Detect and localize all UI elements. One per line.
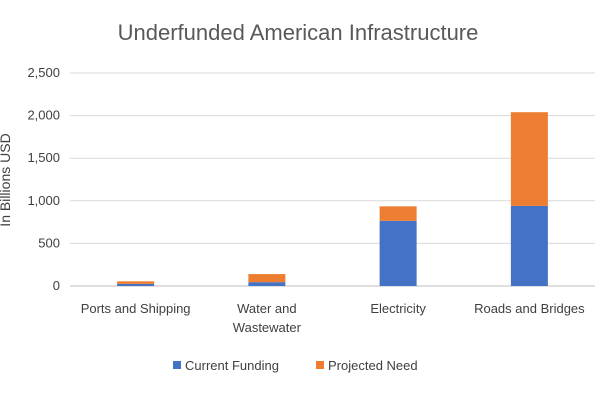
y-tick-label: 1,000 [27,193,60,208]
x-category-label: Wastewater [233,320,302,335]
y-axis-tick-labels: 0 500 1,000 1,500 2,000 2,500 [27,65,60,293]
x-axis-category-labels: Ports and Shipping Water and Wastewater Ele… [81,301,585,335]
bars [117,112,548,286]
x-category-label: Ports and Shipping [81,301,191,316]
legend-label: Current Funding [185,358,279,373]
bar-current-funding [248,282,286,286]
y-tick-label: 0 [53,278,60,293]
x-category-label: Electricity [370,301,426,316]
y-tick-label: 1,500 [27,150,60,165]
y-tick-label: 2,500 [27,65,60,80]
legend-swatch [316,361,324,369]
legend-label: Projected Need [328,358,418,373]
y-tick-label: 2,000 [27,108,60,123]
bar-projected-need [117,281,155,284]
y-axis-title: In Billions USD [0,133,13,226]
bar-current-funding [117,283,155,286]
y-tick-label: 500 [38,235,60,250]
bar-projected-need [248,274,286,283]
x-category-label: Roads and Bridges [474,301,585,316]
bar-projected-need [510,112,548,206]
chart-title: Underfunded American Infrastructure [118,20,479,45]
legend: Current Funding Projected Need [173,358,418,373]
x-category-label: Water and [237,301,297,316]
bar-current-funding [510,205,548,286]
gridlines [70,72,595,287]
bar-projected-need [379,206,417,221]
bar-current-funding [379,220,417,286]
legend-swatch [173,361,181,369]
